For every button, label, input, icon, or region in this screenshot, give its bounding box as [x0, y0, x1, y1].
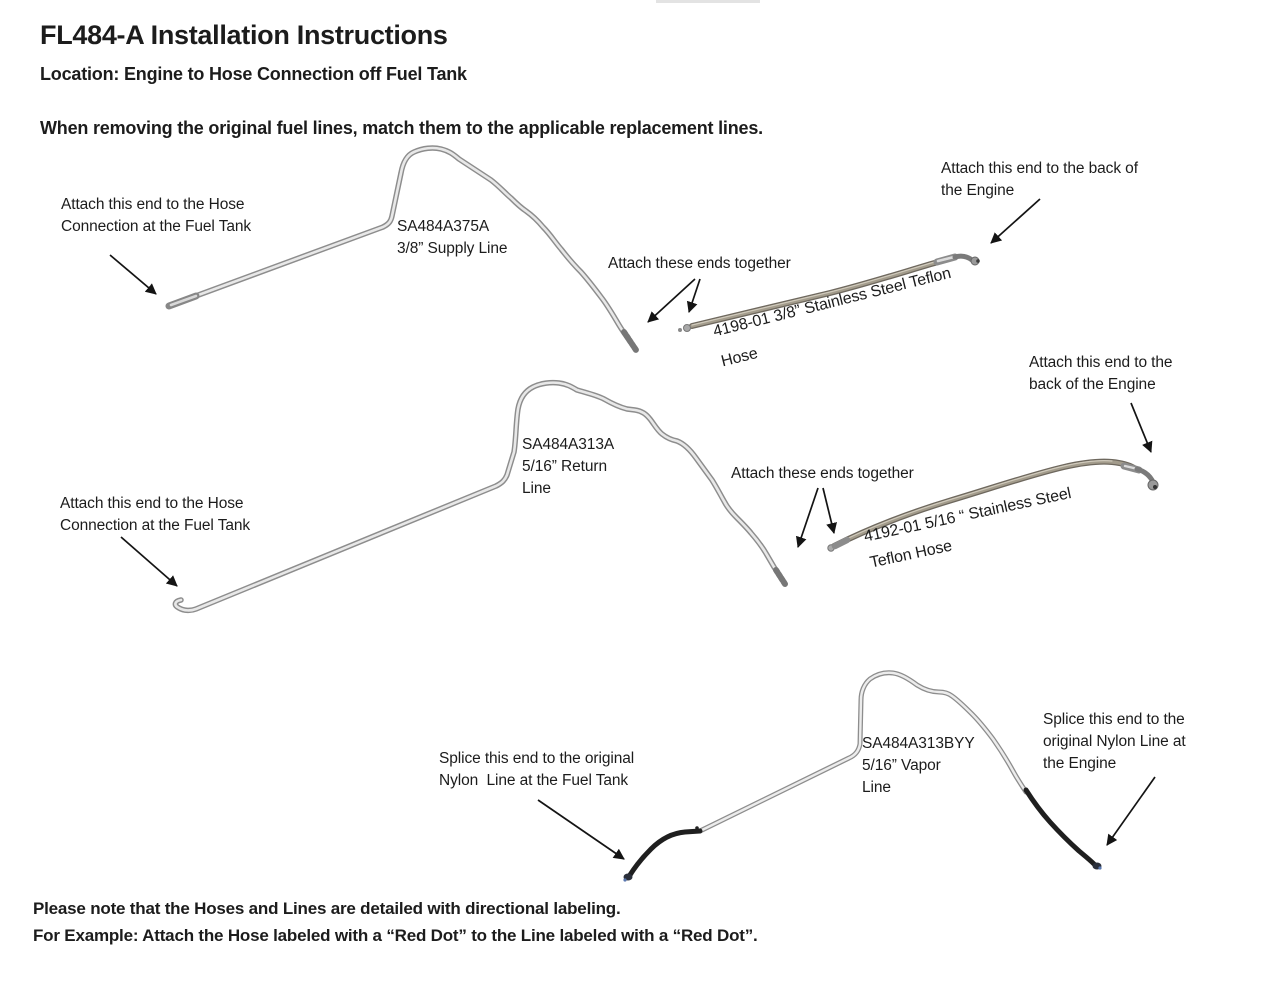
supply-hose-left-fitting: [683, 324, 691, 332]
arrow-d2-engine: [1130, 402, 1153, 453]
footer-note-1: Please note that the Hoses and Lines are…: [33, 899, 621, 918]
arrow-d2-ends-right: [822, 487, 837, 534]
top-remnant-bar: [656, 0, 760, 3]
footer-note-2: For Example: Attach the Hose labeled wit…: [33, 926, 758, 945]
vapor-nylon-left: [627, 828, 703, 878]
d3-part-label: SA484A313BYY 5/16” Vapor Line: [862, 735, 975, 796]
page-title: FL484-A Installation Instructions: [40, 20, 448, 50]
arrow-d3-tank: [537, 799, 625, 860]
arrow-d3-engine: [1106, 776, 1156, 846]
d1-engine-label: Attach this end to the back of the Engin…: [941, 160, 1138, 199]
supply-line-end-fitting: [621, 329, 639, 353]
annotation-arrows: [109, 198, 1156, 860]
return-hose-collar-left: [831, 536, 851, 550]
d1-ends-label: Attach these ends together: [608, 255, 791, 272]
d3-engine-label: Splice this end to the original Nylon Li…: [1043, 711, 1186, 772]
return-hose: [827, 458, 1159, 552]
supply-hose: [678, 253, 980, 332]
d2-ends-label: Attach these ends together: [731, 465, 914, 482]
return-line-end-fitting: [773, 567, 788, 587]
supply-hose-elbow: [952, 253, 975, 263]
arrow-d1-ends-right: [686, 278, 701, 313]
location-subtitle: Location: Engine to Hose Connection off …: [40, 64, 467, 84]
supply-line-tube: [165, 145, 639, 353]
d2-part-label: SA484A313A 5/16” Return Line: [522, 436, 615, 497]
d1-tank-label: Attach this end to the Hose Connection a…: [61, 196, 252, 235]
d3-tank-label: Splice this end to the original Nylon Li…: [439, 750, 635, 789]
vapor-line-tube: [623, 670, 1102, 882]
arrow-d2-ends-left: [796, 487, 819, 548]
arrow-d1-tank: [109, 254, 157, 295]
d1-part-label: SA484A375A 3/8” Supply Line: [397, 218, 508, 257]
arrow-d1-ends-left: [647, 278, 696, 323]
return-hose-elbow: [1134, 466, 1155, 483]
vapor-nylon-right: [1023, 787, 1097, 867]
arrow-d2-tank: [120, 536, 178, 587]
arrow-d1-engine: [990, 198, 1041, 244]
d2-tank-label: Attach this end to the Hose Connection a…: [60, 495, 251, 534]
return-line-tube: [172, 379, 788, 614]
d2-engine-label: Attach this end to the back of the Engin…: [1029, 354, 1173, 393]
intro-text: When removing the original fuel lines, m…: [40, 118, 763, 138]
